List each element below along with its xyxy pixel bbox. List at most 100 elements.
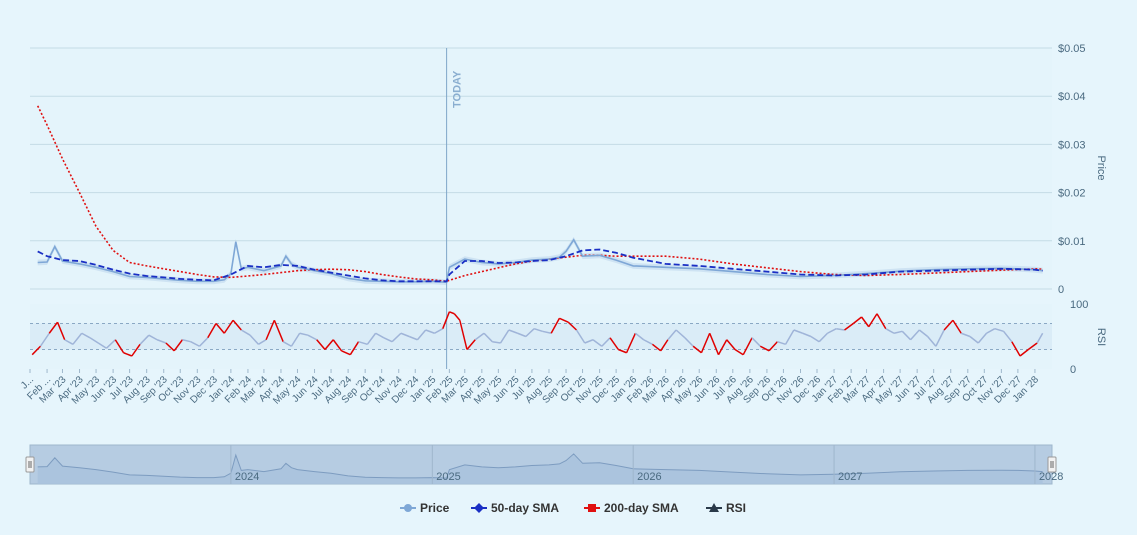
rsi-segment	[742, 337, 753, 356]
rsi-segment	[684, 337, 694, 347]
rsi-segment	[700, 332, 711, 354]
rsi-segment	[592, 339, 603, 347]
rsi-segment	[708, 332, 720, 355]
today-label: TODAY	[452, 70, 464, 108]
rsi-segment	[97, 342, 107, 349]
legend-marker-triangle	[709, 503, 719, 512]
rsi-segment	[299, 332, 309, 336]
rsi-segment	[885, 328, 895, 334]
navigator-right-handle[interactable]	[1047, 456, 1057, 473]
rsi-segment	[316, 339, 326, 350]
rsi-segment	[165, 342, 175, 352]
rsi-segment	[223, 319, 234, 334]
rsi-segment	[777, 340, 786, 346]
rsi-segment	[692, 345, 702, 354]
rsi-segment	[282, 341, 292, 347]
rsi-segment	[960, 332, 971, 338]
rsi-segment	[358, 340, 368, 346]
rsi-segment	[1036, 332, 1044, 344]
legend-label: Price	[420, 501, 450, 515]
rsi-segment	[391, 332, 402, 343]
rsi-segment	[349, 341, 360, 356]
rsi-segment	[508, 329, 518, 334]
rsi-segment	[198, 337, 209, 347]
rsi-segment	[751, 337, 761, 347]
legend-label: 200-day SMA	[604, 501, 679, 515]
rsi-segment	[474, 332, 485, 341]
rsi-segment	[273, 319, 284, 342]
rsi-segment	[105, 339, 116, 349]
navigator-left-handle[interactable]	[25, 456, 35, 473]
rsi-segment	[609, 337, 619, 350]
rsi-segment	[525, 328, 535, 338]
rsi-segment	[265, 319, 276, 341]
rsi-segment	[383, 337, 393, 343]
rsi-segment	[408, 335, 418, 341]
rsi-segment	[449, 311, 455, 315]
rsi-segment	[542, 330, 552, 334]
rsi-segment	[258, 339, 267, 345]
navigator-year-label: 2025	[436, 471, 460, 483]
rsi-segment	[784, 329, 795, 345]
rsi-segment	[434, 328, 444, 334]
handle-body	[25, 456, 35, 473]
rsi-segment	[307, 334, 318, 341]
rsi-segment	[156, 339, 167, 344]
rsi-segment	[64, 339, 74, 345]
rsi-segment	[72, 332, 83, 345]
rsi-segment	[810, 335, 820, 343]
rsi-segment	[868, 313, 878, 328]
rsi-segment	[442, 311, 451, 329]
rsi-segment	[935, 329, 945, 347]
legend-item-rsi[interactable]: RSI	[706, 501, 746, 515]
sma50-line	[37, 248, 1043, 283]
rsi-segment	[550, 317, 561, 334]
rsi-segment	[215, 323, 225, 334]
rsi-segment	[190, 341, 200, 347]
rsi-segment	[182, 339, 191, 343]
rsi-segment	[986, 328, 996, 334]
rsi-segment	[139, 334, 150, 345]
rsi-segment	[249, 334, 259, 345]
rsi-segment	[31, 345, 41, 356]
rsi-segment	[207, 323, 217, 339]
rsi-segment	[876, 313, 887, 330]
rsi-segment	[601, 337, 611, 347]
price-tick-label: $0.04	[1058, 91, 1086, 103]
legend-marker-diamond	[474, 503, 484, 513]
rsi-segment	[625, 332, 637, 354]
price-line	[37, 238, 1043, 284]
rsi-segment	[634, 332, 645, 341]
rsi-segment	[827, 328, 837, 334]
rsi-segment	[726, 339, 736, 350]
rsi-segment	[836, 327, 845, 331]
rsi-segment	[400, 332, 410, 338]
rsi-segment	[675, 329, 686, 339]
rsi-segment	[366, 332, 377, 345]
rsi-band	[30, 323, 1052, 350]
rsi-segment	[324, 339, 334, 350]
rsi-segment	[1011, 341, 1021, 357]
rsi-segment	[232, 319, 242, 331]
legend-item-200-day-sma[interactable]: 200-day SMA	[584, 501, 679, 515]
legend-marker-circle	[404, 504, 412, 512]
rsi-segment	[802, 332, 812, 338]
rsi-segment	[39, 332, 50, 347]
rsi-segment	[148, 334, 158, 341]
navigator-year-label: 2028	[1039, 471, 1063, 483]
rsi-segment	[416, 329, 427, 341]
rsi-segment	[173, 339, 184, 352]
rsi-segment	[660, 339, 669, 352]
legend-item-50-day-sma[interactable]: 50-day SMA	[471, 501, 559, 515]
rsi-segment	[48, 321, 59, 334]
legend-marker-square	[588, 504, 596, 512]
legend-item-price[interactable]: Price	[400, 501, 450, 515]
price-tick-label: $0.01	[1058, 236, 1086, 248]
navigator-year-label: 2027	[838, 471, 862, 483]
rsi-segment	[717, 339, 728, 356]
rsi-segment	[852, 316, 863, 325]
rsi-segment	[1019, 348, 1029, 357]
rsi-segment	[81, 332, 91, 339]
rsi-segment	[901, 330, 912, 341]
